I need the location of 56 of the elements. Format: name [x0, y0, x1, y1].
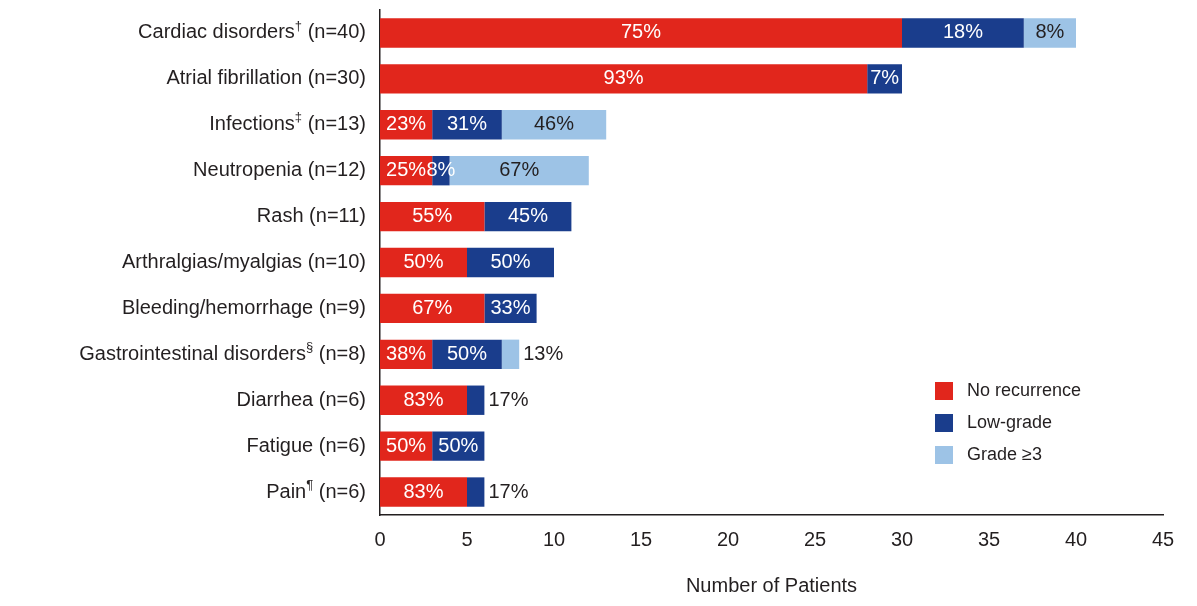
x-tick-label: 25 — [803, 527, 827, 550]
bar — [380, 64, 868, 94]
annotation: 45% — [507, 204, 549, 227]
annotation: 50% — [386, 433, 427, 456]
annotation: 31% — [446, 112, 488, 135]
annotation: 33% — [490, 295, 531, 318]
y-tick-label: Pain¶ (n=6) — [266, 476, 367, 502]
y-tick-label: Diarrhea (n=6) — [236, 387, 367, 410]
annotation: 50% — [438, 433, 479, 456]
annotation: 23% — [386, 112, 427, 135]
y-tick-label: Neutropenia (n=12) — [193, 158, 366, 181]
y-tick-label: Infections‡ (n=13) — [209, 109, 367, 135]
x-axis-title: Number of Patients — [685, 573, 858, 596]
annotation: 18% — [942, 20, 984, 43]
annotation: 55% — [412, 204, 453, 227]
x-tick-label: 20 — [716, 527, 740, 550]
annotation: 8% — [1035, 20, 1065, 43]
y-tick-label: Arthralgias/myalgias (n=10) — [122, 250, 367, 273]
annotation: 7% — [870, 66, 900, 89]
bar — [467, 477, 485, 507]
bar — [467, 385, 485, 415]
annotation: 25% — [386, 158, 427, 181]
y-tick-label: Rash (n=11) — [256, 204, 367, 227]
y-tick-label: Fatigue (n=6) — [246, 433, 366, 456]
x-tick-label: 5 — [461, 527, 473, 550]
x-tick-label: 0 — [374, 527, 386, 550]
x-tick-label: 10 — [542, 527, 566, 550]
legend-label: Grade ≥3 — [967, 443, 1042, 464]
bar — [380, 18, 902, 48]
annotation: 83% — [403, 387, 444, 410]
x-tick-label: 40 — [1064, 527, 1088, 550]
annotation: 67% — [499, 158, 540, 181]
annotation: 46% — [533, 112, 575, 135]
bar — [501, 339, 520, 370]
x-tick-label: 35 — [977, 527, 1001, 550]
annotation: 83% — [403, 479, 444, 502]
x-tick-label: 30 — [890, 527, 914, 550]
annotation: 75% — [620, 20, 662, 43]
y-tick-label: Bleeding/hemorrhage (n=9) — [121, 295, 366, 318]
annotation: 50% — [403, 250, 444, 273]
y-tick-label: Atrial fibrillation (n=30) — [166, 66, 366, 89]
annotation: 17% — [488, 387, 529, 410]
annotation: 17% — [488, 479, 529, 502]
annotation: 93% — [603, 66, 644, 89]
x-tick-label: 15 — [629, 527, 653, 550]
y-tick-label: Gastrointestinal disorders§ (n=8) — [79, 338, 367, 364]
annotation: 38% — [386, 341, 427, 364]
annotation: 13% — [523, 341, 564, 364]
annotation: 50% — [446, 341, 488, 364]
legend-label: No recurrence — [967, 379, 1082, 400]
legend-label: Low-grade — [967, 411, 1053, 432]
bar — [902, 18, 1024, 48]
annotation: 67% — [412, 295, 453, 318]
annotation: 50% — [490, 250, 531, 273]
x-tick-label: 45 — [1151, 527, 1175, 550]
y-tick-label: Cardiac disorders† (n=40) — [138, 17, 367, 43]
